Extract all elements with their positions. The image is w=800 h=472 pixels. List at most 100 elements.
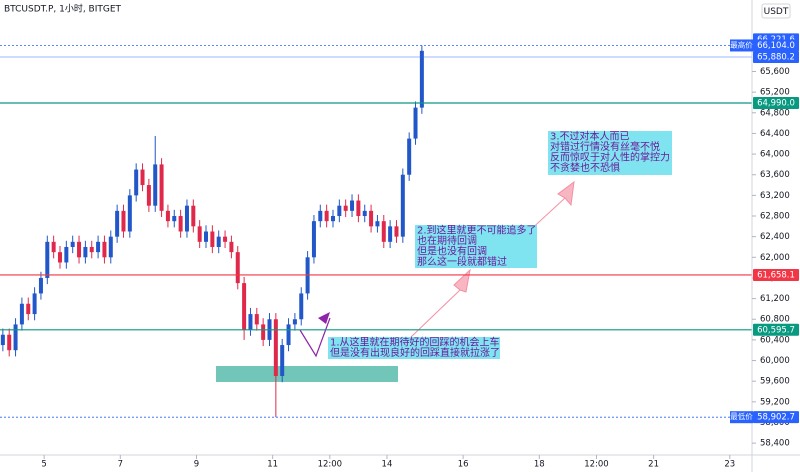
- candle-body: [197, 226, 202, 242]
- y-tick-label: 61,200: [760, 294, 790, 304]
- candle-body: [419, 50, 424, 108]
- candle-body: [96, 241, 101, 253]
- candle-body: [159, 164, 164, 211]
- candle-body: [77, 241, 82, 258]
- y-tick-label: 60,000: [760, 356, 790, 366]
- x-tick-label: 11: [267, 460, 278, 470]
- price-label: 60,595.7: [757, 325, 795, 335]
- price-label-box: [753, 96, 799, 109]
- price-label-box: [753, 51, 799, 64]
- candle-body: [134, 169, 139, 196]
- annotation-text: 对错过行情没有丝毫不悦: [550, 140, 660, 153]
- x-tick-label: 5: [41, 460, 46, 470]
- candle-body: [89, 246, 94, 253]
- price-label-box: [753, 39, 799, 52]
- x-tick-label: 9: [194, 460, 199, 470]
- candle-body: [356, 200, 361, 217]
- x-tick-label: 12:00: [584, 460, 609, 470]
- y-tick-label: 62,400: [760, 232, 790, 242]
- y-tick-label: 64,800: [760, 108, 790, 118]
- candle-body: [388, 226, 393, 242]
- candle-body: [19, 303, 24, 325]
- price-label: 61,658.1: [757, 270, 795, 280]
- candle-body: [337, 205, 342, 217]
- candle-body: [153, 164, 158, 206]
- candle-body: [273, 319, 278, 377]
- candle-body: [13, 324, 18, 351]
- candle-body: [311, 221, 316, 258]
- candle-body: [127, 195, 132, 232]
- price-label: 58,902.7: [757, 413, 795, 423]
- price-label-box: [753, 268, 799, 281]
- candle-body: [413, 107, 418, 139]
- y-tick-label: 64,000: [760, 150, 790, 160]
- candle-body: [223, 236, 228, 242]
- annotation-box: [328, 337, 500, 359]
- candle-body: [324, 210, 329, 222]
- annotation-text: 反而惊叹于对人性的掌控力: [550, 151, 670, 164]
- candle-body: [172, 216, 177, 222]
- y-tick-label: 59,600: [760, 377, 790, 387]
- price-label: 65,880.2: [757, 53, 795, 63]
- candle-body: [0, 334, 5, 346]
- candle-body: [350, 200, 355, 211]
- arrow-head: [318, 312, 330, 324]
- candle-body: [286, 324, 291, 346]
- currency-box: [761, 3, 791, 19]
- candle-body: [165, 210, 170, 222]
- candle-body: [248, 314, 253, 330]
- annotation-text: 不贪婪也不恐惧: [550, 161, 620, 174]
- candle-body: [26, 303, 31, 315]
- y-tick-label: 58,400: [760, 439, 790, 449]
- annotation-text: 也在期待回调: [417, 234, 477, 247]
- candle-body: [191, 205, 196, 227]
- candle-body: [204, 231, 209, 242]
- candle-body: [330, 216, 335, 222]
- candle-body: [254, 314, 259, 325]
- candle-body: [57, 252, 62, 263]
- zigzag: [299, 317, 331, 358]
- candle-body: [375, 221, 380, 227]
- y-tick-label: 64,400: [760, 129, 790, 139]
- x-tick-label: 7: [118, 460, 123, 470]
- price-label: 64,990.0: [757, 98, 795, 108]
- candle-body: [51, 241, 56, 253]
- y-tick-label: 59,200: [760, 397, 790, 407]
- candle-body: [407, 138, 412, 175]
- price-tag: 最高价: [730, 39, 753, 49]
- candle-body: [362, 210, 367, 217]
- candle-body: [121, 210, 126, 232]
- y-tick-label: 63,200: [760, 191, 790, 201]
- zone-box: [216, 366, 398, 382]
- price-label: 66,104.0: [757, 41, 795, 51]
- candle-body: [45, 241, 50, 278]
- annotation-text: 2.到这里就更不可能追多了: [417, 224, 537, 237]
- candle-body: [235, 252, 240, 284]
- candle-body: [292, 319, 297, 325]
- candle-body: [280, 345, 285, 377]
- candle-body: [184, 205, 189, 232]
- candle-body: [210, 231, 215, 247]
- x-tick-label: 14: [382, 460, 393, 470]
- candle-body: [178, 216, 183, 232]
- y-tick-label: 60,400: [760, 335, 790, 345]
- candle-body: [216, 236, 221, 247]
- x-tick-label: 23: [724, 460, 735, 470]
- y-tick-label: 65,600: [760, 67, 790, 77]
- candle-body: [38, 277, 43, 294]
- candle-body: [318, 210, 323, 222]
- y-tick-label: 62,800: [760, 212, 790, 222]
- candle-body: [70, 241, 75, 247]
- annotation-text: 但是没有出现良好的回踩直接就拉涨了: [330, 346, 500, 359]
- annotation-text: 那么这一段就都错过: [417, 255, 507, 268]
- x-tick-label: 12:00: [318, 460, 343, 470]
- candle-body: [32, 293, 37, 315]
- x-tick-label: 16: [458, 460, 469, 470]
- candle-body: [400, 174, 405, 237]
- price-tag-box: [730, 39, 753, 52]
- annotation-box: [415, 225, 537, 268]
- candle-body: [381, 221, 386, 242]
